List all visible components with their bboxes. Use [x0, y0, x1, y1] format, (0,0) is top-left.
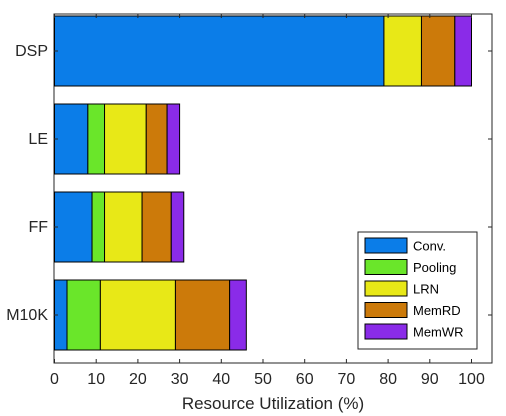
bar-segment-ff-conv — [54, 191, 93, 263]
x-tick-label-80: 80 — [379, 371, 397, 388]
bar-segment-le-memrd — [145, 103, 168, 175]
x-tick-label-60: 60 — [296, 371, 314, 388]
y-tick-label-m10k: M10K — [6, 307, 48, 324]
legend-swatch-memrd — [364, 302, 408, 318]
x-tick-label-100: 100 — [458, 371, 485, 388]
bar-segment-dsp-conv — [54, 15, 385, 87]
bar-segment-ff-memwr — [170, 191, 185, 263]
bar-segment-le-lrn — [104, 103, 147, 175]
x-tick-label-0: 0 — [50, 371, 59, 388]
bar-segment-le-pooling — [87, 103, 106, 175]
x-tick-label-40: 40 — [212, 371, 230, 388]
bar-segment-ff-lrn — [104, 191, 143, 263]
x-tick-label-90: 90 — [421, 371, 439, 388]
y-tick-label-dsp: DSP — [15, 43, 48, 60]
x-tick-label-50: 50 — [254, 371, 272, 388]
bar-segment-dsp-memwr — [454, 15, 473, 87]
legend-label-lrn: LRN — [413, 282, 439, 297]
y-tick-label-le: LE — [28, 131, 48, 148]
x-axis: 0 10 20 30 40 50 60 70 80 90 100 — [50, 14, 485, 388]
y-tick-label-ff: FF — [28, 219, 48, 236]
bar-segment-dsp-lrn — [383, 15, 422, 87]
legend-swatch-lrn — [364, 280, 408, 297]
legend: Conv. Pooling LRN MemRD MemWR — [357, 231, 478, 350]
bar-segment-dsp-memrd — [420, 15, 456, 87]
legend-label-conv: Conv. — [413, 239, 446, 254]
x-tick-label-10: 10 — [87, 371, 105, 388]
bar-segment-ff-pooling — [91, 191, 106, 263]
legend-label-memrd: MemRD — [413, 303, 461, 318]
x-tick-label-30: 30 — [171, 371, 189, 388]
bar-segment-m10k-lrn — [99, 279, 176, 351]
legend-swatch-conv — [364, 237, 408, 254]
bar-segment-le-conv — [54, 103, 89, 175]
legend-swatch-pooling — [364, 259, 408, 275]
bar-segment-m10k-pooling — [66, 279, 101, 351]
x-tick-label-70: 70 — [338, 371, 356, 388]
bars-group — [54, 15, 473, 351]
y-axis: DSP LE FF M10K — [6, 43, 492, 324]
bar-segment-m10k-memrd — [174, 279, 231, 351]
x-axis-title: Resource Utilization (%) — [182, 394, 364, 413]
bar-segment-ff-memrd — [141, 191, 172, 263]
legend-swatch-memwr — [364, 323, 408, 340]
legend-label-memwr: MemWR — [413, 325, 464, 340]
x-tick-label-20: 20 — [129, 371, 147, 388]
legend-label-pooling: Pooling — [413, 260, 456, 275]
bar-segment-le-memwr — [166, 103, 181, 175]
bar-segment-m10k-memwr — [229, 279, 247, 351]
